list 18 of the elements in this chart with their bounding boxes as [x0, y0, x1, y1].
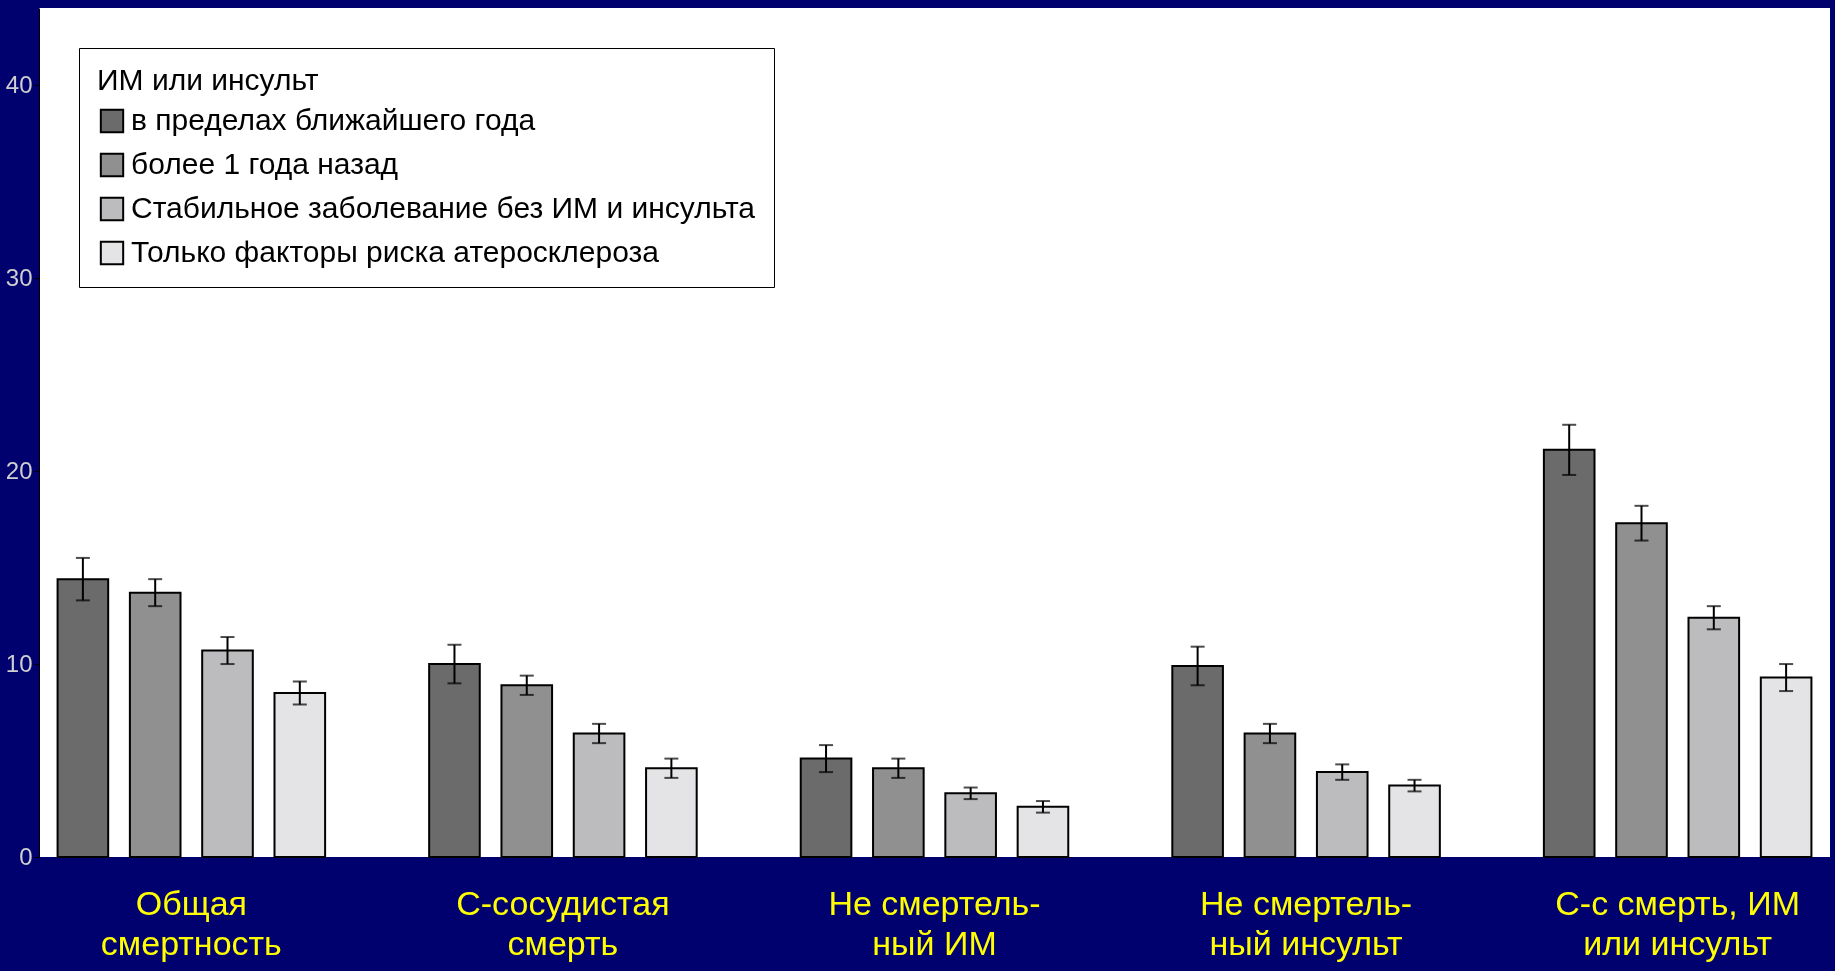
- bar: [1388, 784, 1441, 858]
- legend-title: ИМ или инсульт: [97, 63, 319, 96]
- x-tick-label: Не смертель- ный инсульт: [1199, 883, 1413, 962]
- y-tick-label: 0: [19, 842, 33, 870]
- bar: [1016, 805, 1070, 858]
- x-tick-label: Общая смертность: [100, 883, 282, 962]
- legend-label: Только факторы риска атеросклероза: [131, 235, 660, 268]
- x-tick-label: С-с смерть, ИМ или инсульт: [1555, 883, 1801, 962]
- legend-label: в пределах ближайшего года: [131, 103, 536, 136]
- x-tick-label: С-сосудистая смерть: [456, 883, 670, 962]
- y-tick-label: 40: [5, 70, 33, 98]
- bar: [944, 792, 997, 858]
- y-tick-label: 30: [5, 263, 33, 291]
- legend-label: Стабильное заболевание без ИМ и инсульта: [131, 191, 756, 224]
- y-tick-label: 10: [5, 649, 33, 677]
- y-tick-label: 20: [5, 456, 33, 484]
- legend-label: более 1 года назад: [131, 147, 399, 180]
- x-tick-label: Не смертель- ный ИМ: [828, 883, 1041, 962]
